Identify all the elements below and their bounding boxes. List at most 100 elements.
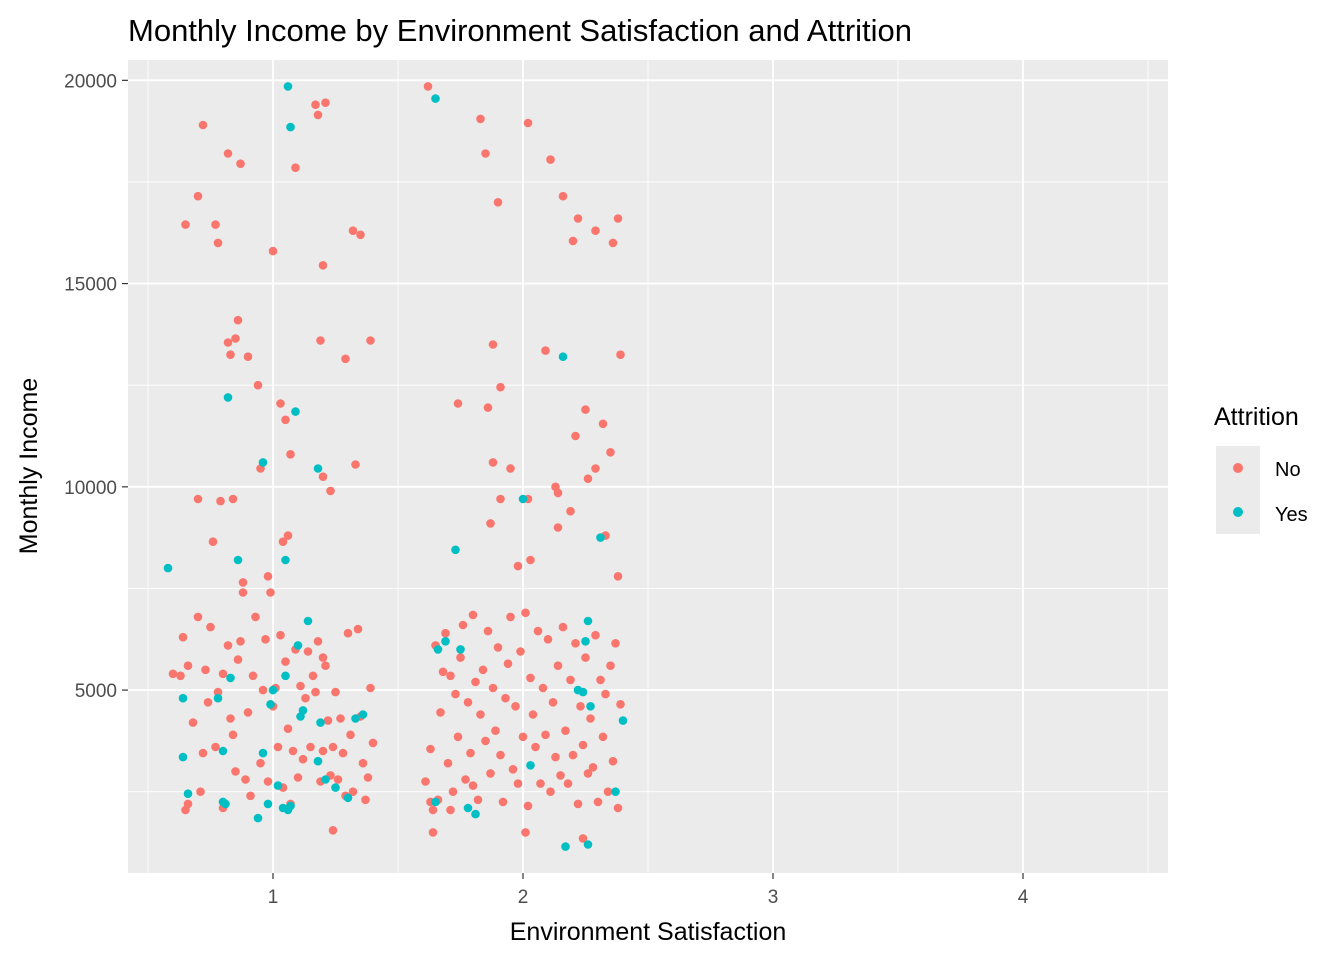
point-no bbox=[193, 612, 203, 622]
point-no bbox=[323, 716, 333, 725]
point-no bbox=[351, 460, 360, 469]
point-no bbox=[281, 657, 290, 666]
point-no bbox=[481, 149, 490, 158]
point-no bbox=[193, 494, 203, 504]
point-no bbox=[451, 689, 460, 699]
point-no bbox=[476, 710, 485, 719]
point-yes bbox=[596, 533, 605, 542]
point-no bbox=[616, 700, 625, 709]
point-no bbox=[343, 628, 353, 638]
point-no bbox=[541, 730, 550, 740]
point-no bbox=[198, 120, 208, 130]
point-no bbox=[506, 612, 515, 622]
y-tick-label: 10000 bbox=[64, 478, 117, 499]
point-no bbox=[466, 748, 475, 758]
point-no bbox=[263, 572, 273, 581]
point-yes bbox=[258, 458, 268, 467]
point-no bbox=[543, 635, 553, 644]
point-no bbox=[346, 730, 355, 740]
point-no bbox=[223, 338, 233, 347]
point-yes bbox=[266, 700, 275, 709]
point-no bbox=[326, 486, 335, 496]
point-yes bbox=[178, 693, 188, 703]
legend-dot-no bbox=[1233, 463, 1243, 473]
point-no bbox=[438, 667, 448, 677]
point-no bbox=[473, 795, 483, 805]
point-no bbox=[546, 155, 555, 164]
point-no bbox=[511, 702, 520, 711]
point-yes bbox=[611, 787, 620, 796]
point-no bbox=[488, 340, 498, 349]
point-no bbox=[331, 687, 340, 697]
point-no bbox=[588, 763, 598, 772]
point-no bbox=[523, 801, 533, 811]
point-no bbox=[226, 714, 235, 723]
point-yes bbox=[286, 801, 295, 811]
legend-dot-yes bbox=[1233, 507, 1243, 517]
point-no bbox=[613, 803, 623, 813]
point-no bbox=[261, 635, 270, 644]
point-no bbox=[213, 238, 223, 248]
point-no bbox=[248, 671, 258, 681]
legend: Attrition No Yes bbox=[1214, 403, 1308, 534]
point-no bbox=[196, 787, 205, 796]
point-no bbox=[496, 750, 505, 760]
point-no bbox=[231, 767, 240, 776]
point-no bbox=[591, 464, 600, 473]
point-no bbox=[496, 382, 505, 392]
point-yes bbox=[451, 545, 460, 555]
point-no bbox=[516, 647, 525, 656]
point-yes bbox=[441, 637, 450, 646]
point-no bbox=[441, 628, 450, 638]
point-no bbox=[478, 665, 488, 675]
point-no bbox=[501, 693, 510, 703]
point-no bbox=[513, 779, 523, 788]
point-no bbox=[366, 336, 375, 345]
point-no bbox=[318, 653, 328, 662]
point-yes bbox=[583, 616, 593, 626]
point-no bbox=[483, 626, 493, 636]
point-no bbox=[538, 683, 548, 693]
point-no bbox=[303, 647, 313, 656]
point-no bbox=[181, 220, 190, 229]
point-no bbox=[596, 675, 605, 685]
point-no bbox=[551, 482, 560, 492]
point-no bbox=[591, 630, 600, 640]
point-no bbox=[368, 738, 378, 748]
point-no bbox=[581, 653, 590, 662]
point-no bbox=[216, 496, 225, 506]
point-no bbox=[341, 354, 350, 364]
point-yes bbox=[313, 464, 323, 473]
point-no bbox=[561, 726, 570, 735]
point-no bbox=[483, 403, 493, 412]
point-no bbox=[311, 687, 320, 697]
point-no bbox=[318, 746, 328, 756]
point-no bbox=[513, 561, 523, 571]
point-no bbox=[308, 671, 318, 681]
point-no bbox=[226, 350, 235, 360]
point-yes bbox=[268, 685, 278, 695]
point-no bbox=[233, 315, 243, 325]
point-yes bbox=[558, 352, 568, 362]
point-yes bbox=[433, 645, 443, 654]
point-no bbox=[211, 742, 220, 752]
point-no bbox=[536, 779, 545, 788]
point-no bbox=[518, 732, 528, 742]
point-yes bbox=[581, 637, 590, 646]
point-no bbox=[321, 98, 330, 107]
x-axis-title: Environment Satisfaction bbox=[510, 918, 787, 946]
point-no bbox=[276, 399, 285, 408]
point-no bbox=[578, 740, 588, 750]
point-no bbox=[576, 702, 585, 711]
point-no bbox=[283, 724, 293, 733]
point-no bbox=[603, 787, 613, 796]
point-no bbox=[233, 655, 243, 664]
point-no bbox=[468, 781, 478, 790]
point-no bbox=[461, 775, 470, 784]
y-tick-label: 20000 bbox=[64, 71, 117, 92]
point-no bbox=[506, 464, 515, 473]
point-no bbox=[246, 791, 255, 801]
point-yes bbox=[518, 494, 528, 504]
point-no bbox=[548, 698, 558, 707]
point-yes bbox=[463, 803, 473, 813]
